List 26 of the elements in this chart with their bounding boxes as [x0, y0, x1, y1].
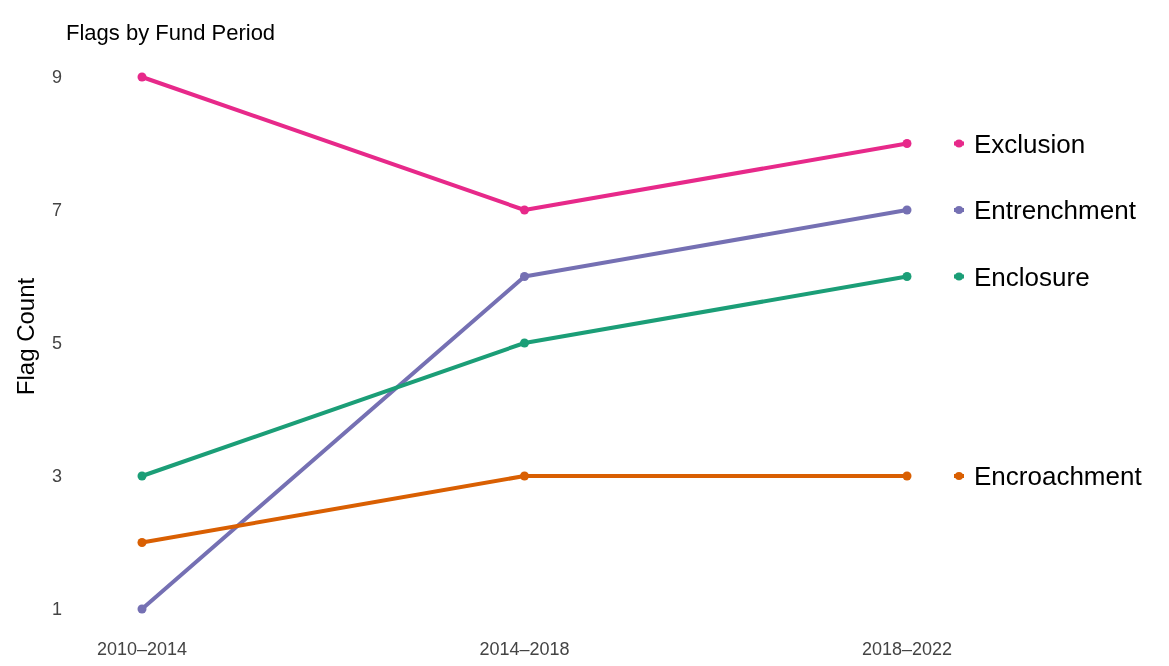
y-axis-title: Flag Count [11, 277, 39, 396]
x-tick-label: 2018–2022 [861, 638, 953, 659]
y-tick-label: 1 [51, 599, 62, 620]
point [137, 471, 147, 481]
y-tick-label: 9 [51, 67, 62, 88]
point [520, 205, 529, 215]
x-tick-label: 2014–2018 [479, 638, 570, 659]
point [137, 604, 147, 614]
point [137, 538, 147, 547]
point [902, 471, 912, 481]
point [137, 72, 147, 82]
chart-title: Flags by Fund Period [66, 20, 276, 46]
point [520, 338, 529, 348]
x-tick-label: 2010–2014 [96, 638, 188, 659]
point [520, 272, 529, 281]
point [902, 205, 912, 215]
y-tick-label: 3 [51, 466, 62, 487]
y-tick-label: 5 [51, 333, 62, 354]
point [520, 471, 529, 481]
legend-label: Exclusion [974, 128, 1086, 159]
legend-label: Entrenchment [974, 195, 1137, 226]
legend-label: Encroachment [974, 461, 1143, 492]
y-tick-label: 7 [51, 200, 62, 221]
point [902, 139, 912, 148]
legend-label: Enclosure [974, 261, 1090, 292]
point [902, 272, 912, 281]
